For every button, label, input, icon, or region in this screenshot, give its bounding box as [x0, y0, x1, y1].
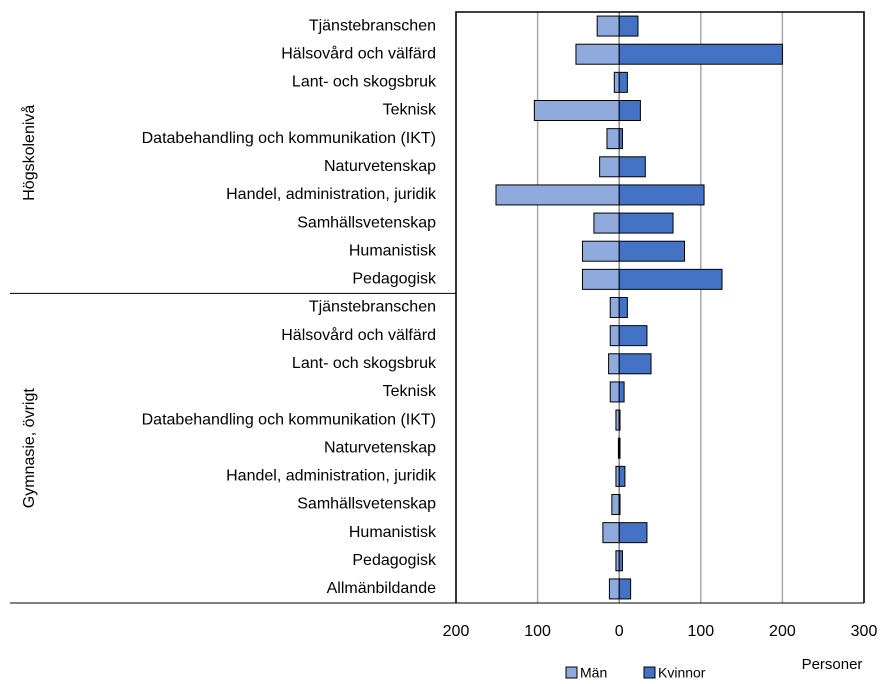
bar	[611, 494, 620, 515]
group-label: Högskolenivå	[20, 105, 38, 201]
bar	[581, 268, 620, 290]
y-tick-label: Allmänbildande	[327, 580, 437, 597]
bar	[608, 353, 620, 375]
bar	[533, 100, 620, 121]
bar	[618, 43, 783, 65]
bar	[618, 465, 626, 487]
y-tick-label: Handel, administration, juridik	[226, 186, 437, 203]
y-tick-label: Samhällsvetenskap	[297, 214, 436, 231]
y-tick-label: Teknisk	[383, 383, 437, 400]
legend-swatch	[643, 666, 656, 679]
legend-swatch	[565, 666, 578, 679]
bar	[618, 494, 621, 515]
x-tick-label: 300	[851, 623, 878, 640]
bar	[618, 522, 648, 544]
y-tick-label: Tjänstebranschen	[309, 17, 436, 34]
y-tick-label: Humanistisk	[349, 242, 437, 259]
x-tick-label: 0	[615, 623, 624, 640]
x-tick-label: 200	[443, 623, 470, 640]
y-tick-label: Teknisk	[383, 102, 437, 119]
bar	[618, 409, 621, 431]
y-tick-label: Databehandling och kommunikation (IKT)	[142, 411, 436, 428]
bar	[618, 550, 623, 572]
bar	[618, 353, 652, 375]
y-tick-label: Pedagogisk	[352, 552, 437, 569]
y-tick-label: Samhällsvetenskap	[297, 496, 436, 513]
bar	[596, 15, 620, 37]
bar	[618, 15, 639, 37]
bar	[618, 297, 628, 318]
bar	[618, 578, 632, 600]
y-tick-label: Humanistisk	[349, 524, 437, 541]
bar	[575, 43, 620, 65]
bar	[618, 100, 641, 121]
bar	[606, 128, 620, 150]
y-tick-label: Naturvetenskap	[324, 158, 436, 175]
plot-frame	[455, 11, 865, 603]
group-label: Gymnasie, övrigt	[21, 388, 38, 509]
x-axis-label: Personer	[802, 656, 863, 673]
y-tick-label: Handel, administration, juridik	[226, 468, 437, 485]
bar	[599, 156, 620, 178]
bar	[618, 381, 625, 403]
bar	[618, 184, 705, 206]
legend-label: Kvinnor	[658, 665, 706, 681]
bar	[593, 212, 620, 234]
bar	[495, 184, 620, 206]
bar	[608, 578, 620, 600]
bar	[618, 437, 621, 459]
y-tick-label: Lant- och skogsbruk	[292, 74, 437, 91]
bar	[618, 156, 646, 178]
bar	[618, 71, 628, 93]
y-tick-label: Hälsovård och välfärd	[281, 44, 436, 62]
bar	[609, 297, 620, 318]
y-tick-label: Tjänstebranschen	[309, 299, 436, 316]
bar	[618, 240, 685, 262]
bar	[613, 71, 620, 93]
x-tick-label: 100	[687, 623, 714, 640]
y-tick-label: Pedagogisk	[352, 271, 437, 288]
bar	[581, 240, 620, 262]
bar	[618, 212, 674, 234]
bar	[618, 128, 623, 150]
y-tick-label: Naturvetenskap	[324, 439, 436, 456]
legend-label: Män	[580, 665, 607, 681]
x-tick-label: 100	[524, 623, 551, 640]
bar	[609, 381, 620, 403]
bar	[609, 325, 620, 347]
y-tick-label: Hälsovård och välfärd	[281, 326, 436, 344]
x-tick-label: 200	[769, 623, 796, 640]
y-tick-label: Lant- och skogsbruk	[292, 355, 437, 372]
bar	[618, 268, 723, 290]
y-tick-label: Databehandling och kommunikation (IKT)	[142, 130, 436, 147]
bar	[618, 325, 648, 347]
bar	[602, 522, 620, 544]
